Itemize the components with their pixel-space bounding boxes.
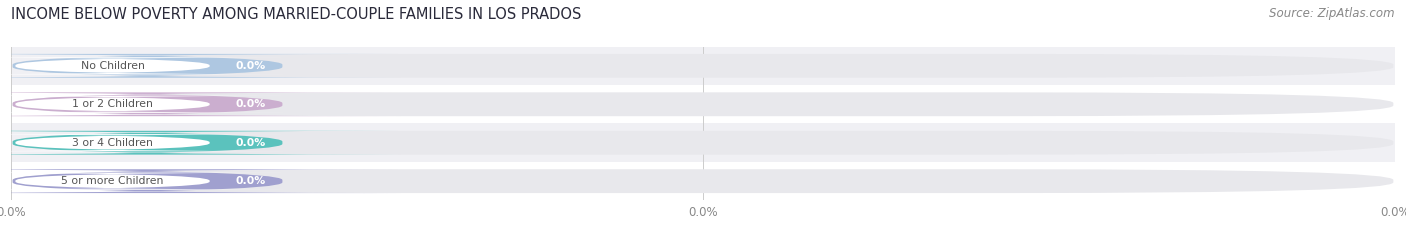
FancyBboxPatch shape	[13, 92, 1393, 116]
FancyBboxPatch shape	[11, 47, 1395, 85]
Text: 3 or 4 Children: 3 or 4 Children	[72, 138, 153, 148]
FancyBboxPatch shape	[0, 92, 401, 116]
FancyBboxPatch shape	[11, 123, 1395, 162]
FancyBboxPatch shape	[11, 85, 1395, 123]
FancyBboxPatch shape	[0, 57, 307, 74]
FancyBboxPatch shape	[11, 162, 1395, 200]
Text: 0.0%: 0.0%	[235, 61, 266, 71]
FancyBboxPatch shape	[0, 134, 307, 151]
FancyBboxPatch shape	[13, 169, 1393, 193]
Text: INCOME BELOW POVERTY AMONG MARRIED-COUPLE FAMILIES IN LOS PRADOS: INCOME BELOW POVERTY AMONG MARRIED-COUPL…	[11, 7, 582, 22]
Text: No Children: No Children	[80, 61, 145, 71]
Text: 0.0%: 0.0%	[235, 176, 266, 186]
FancyBboxPatch shape	[0, 131, 401, 155]
Text: 1 or 2 Children: 1 or 2 Children	[72, 99, 153, 109]
FancyBboxPatch shape	[0, 96, 307, 113]
FancyBboxPatch shape	[0, 173, 307, 190]
Text: 0.0%: 0.0%	[235, 138, 266, 148]
Text: 5 or more Children: 5 or more Children	[62, 176, 163, 186]
FancyBboxPatch shape	[0, 169, 401, 193]
FancyBboxPatch shape	[0, 54, 401, 78]
Text: Source: ZipAtlas.com: Source: ZipAtlas.com	[1270, 7, 1395, 20]
FancyBboxPatch shape	[13, 131, 1393, 155]
Text: 0.0%: 0.0%	[235, 99, 266, 109]
FancyBboxPatch shape	[13, 54, 1393, 78]
